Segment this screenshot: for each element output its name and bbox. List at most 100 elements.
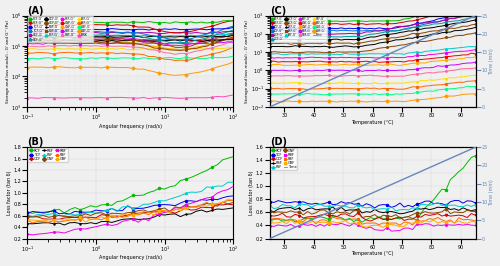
RBF <box>330 223 336 226</box>
TCF <box>359 205 365 208</box>
TCF <box>418 202 424 205</box>
FBF <box>464 218 470 221</box>
RCF <box>448 178 454 181</box>
OCF <box>330 214 336 217</box>
FBF <box>267 217 273 221</box>
X-axis label: Temperature (°C): Temperature (°C) <box>352 251 394 256</box>
GBF <box>376 224 382 227</box>
FSF <box>435 201 441 204</box>
Y-axis label: Storage and loss moduli - G' and G'' (Pa): Storage and loss moduli - G' and G'' (Pa… <box>6 20 10 103</box>
GNF <box>468 210 474 213</box>
OCF <box>372 218 378 221</box>
FBF <box>317 219 323 222</box>
FSF <box>401 208 407 211</box>
RCF <box>342 218 348 222</box>
OCF <box>456 214 462 217</box>
OCF <box>460 214 466 217</box>
OCF <box>292 213 298 216</box>
GNF <box>304 210 310 213</box>
RCF <box>292 220 298 223</box>
FBF <box>460 218 466 221</box>
Y-axis label: Time (min): Time (min) <box>490 180 494 206</box>
OCF <box>380 218 386 221</box>
RBF <box>426 222 432 226</box>
OCF <box>443 213 449 217</box>
FBF <box>346 218 352 221</box>
RCF <box>372 217 378 221</box>
RCF <box>338 216 344 219</box>
OCF <box>435 212 441 215</box>
RSF <box>397 212 403 215</box>
FBF <box>309 218 315 222</box>
FBF <box>401 221 407 224</box>
RCF <box>452 174 458 177</box>
FSF <box>309 206 315 209</box>
RBF <box>430 225 436 228</box>
OCF <box>275 214 281 217</box>
RCF <box>330 214 336 218</box>
OCF <box>346 214 352 218</box>
GNF <box>280 211 285 214</box>
RCF <box>296 219 302 223</box>
TCF <box>372 206 378 210</box>
FSF <box>418 203 424 206</box>
TCF <box>368 204 374 207</box>
RSF <box>460 206 466 209</box>
GBF <box>304 222 310 225</box>
FSF <box>334 203 340 207</box>
GBF <box>346 222 352 226</box>
FBF <box>296 221 302 224</box>
RSF <box>322 207 328 210</box>
RSF <box>313 208 319 211</box>
FBF <box>292 218 298 221</box>
GNF <box>338 211 344 214</box>
GBF <box>317 221 323 224</box>
RSF <box>448 208 454 211</box>
FBF <box>393 221 399 225</box>
RSF <box>300 209 306 213</box>
FSF <box>393 209 399 212</box>
GBF <box>334 221 340 224</box>
FBF <box>342 219 348 222</box>
RBF <box>422 222 428 225</box>
TCF <box>452 199 458 202</box>
GBF <box>452 221 458 225</box>
RSF <box>275 207 281 211</box>
RSF <box>296 207 302 210</box>
GBF <box>267 221 273 224</box>
RSF <box>368 211 374 214</box>
GNF <box>313 211 319 214</box>
FSF <box>342 205 348 208</box>
TCF <box>309 203 315 206</box>
RSF <box>430 207 436 210</box>
GNF <box>410 213 416 216</box>
FSF <box>346 206 352 209</box>
FSF <box>388 205 394 209</box>
TCF <box>292 200 298 203</box>
FSF <box>364 206 370 210</box>
TCF <box>271 201 277 204</box>
OCF <box>351 215 357 218</box>
GBF <box>351 221 357 225</box>
RCF <box>393 217 399 220</box>
RBF <box>280 224 285 227</box>
GBF <box>384 223 390 226</box>
TCF <box>422 200 428 203</box>
RCF <box>401 216 407 219</box>
RCF <box>388 218 394 221</box>
FSF <box>380 207 386 210</box>
RCF <box>300 217 306 221</box>
FBF <box>384 222 390 225</box>
TCF <box>460 202 466 205</box>
RCF <box>280 219 285 223</box>
OCF <box>376 216 382 219</box>
RCF <box>422 206 428 209</box>
Line: RCF: RCF <box>268 155 476 223</box>
TCF <box>317 203 323 206</box>
FBF <box>275 217 281 220</box>
OCF <box>334 215 340 218</box>
GNF <box>452 210 458 214</box>
GBF <box>364 226 370 229</box>
RBF <box>296 225 302 228</box>
GBF <box>397 225 403 228</box>
